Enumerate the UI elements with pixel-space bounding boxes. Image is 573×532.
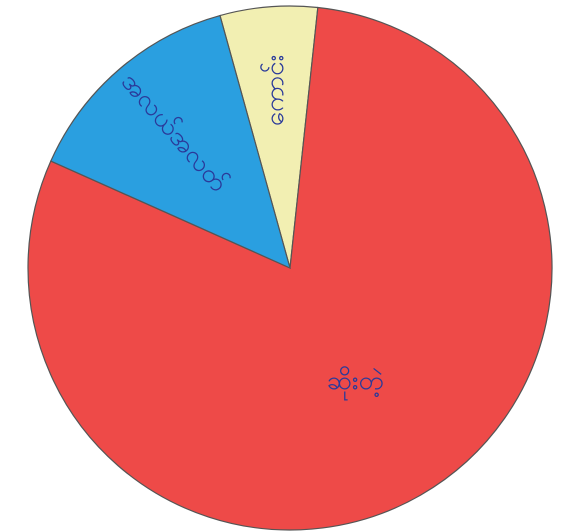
- pie-slice: [50, 14, 291, 270]
- slice-label: ကောင်း: [259, 55, 290, 126]
- pie-slice: [27, 6, 553, 531]
- slice-label: ဆိုးတဲ့: [327, 365, 385, 401]
